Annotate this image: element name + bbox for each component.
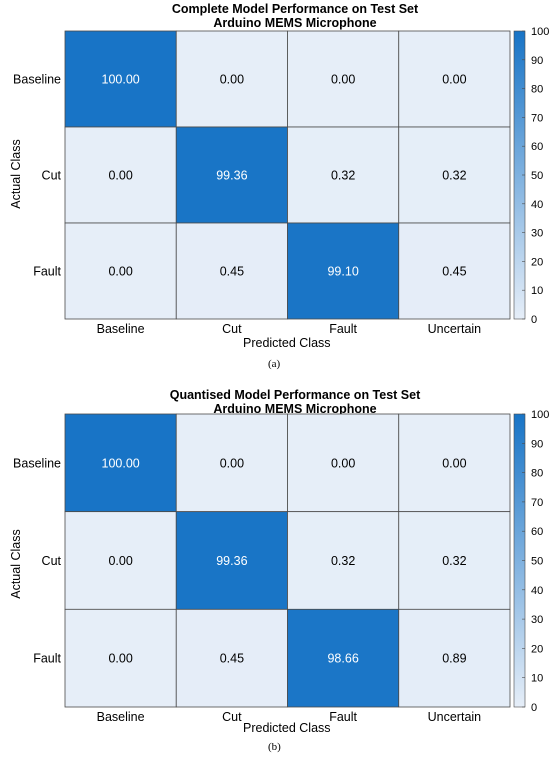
colorbar-tick-label: 0 bbox=[531, 314, 537, 326]
cell-value-label: 0.32 bbox=[331, 554, 355, 568]
x-tick-label: Uncertain bbox=[428, 710, 482, 724]
cell-value-label: 99.36 bbox=[216, 554, 247, 568]
heatmap-cell bbox=[287, 511, 400, 610]
heatmap-cell bbox=[398, 608, 511, 708]
cell-value-label: 99.10 bbox=[327, 265, 358, 279]
y-tick-label: Baseline bbox=[13, 73, 61, 87]
x-tick-label: Fault bbox=[329, 322, 357, 336]
colorbar-tick-label: 40 bbox=[531, 199, 543, 211]
chart-title-line: Quantised Model Performance on Test Set bbox=[169, 388, 421, 402]
x-tick-label: Uncertain bbox=[428, 322, 482, 336]
cell-value-label: 0.45 bbox=[220, 265, 244, 279]
colorbar-tick-label: 70 bbox=[531, 497, 543, 509]
heatmap-cell bbox=[287, 30, 400, 128]
cell-value-label: 98.66 bbox=[327, 652, 358, 666]
chart-subtitle: Arduino MEMS Microphone bbox=[213, 402, 377, 416]
figure-caption: (b) bbox=[268, 741, 281, 753]
figure-caption: (a) bbox=[268, 358, 281, 370]
colorbar-tick-label: 80 bbox=[531, 468, 543, 480]
cell-value-label: 0.00 bbox=[442, 73, 466, 87]
cell-value-label: 0.00 bbox=[220, 456, 244, 470]
cell-value-label: 0.32 bbox=[331, 169, 355, 183]
cell-value-label: 0.45 bbox=[220, 652, 244, 666]
confusion-matrix-panel-a: Complete Model Performance on Test Set A… bbox=[0, 0, 550, 378]
heatmap-grid: 100.00 0.00 0.00 0.00 0.00 99.36 0.32 0.32 0.00 0… bbox=[64, 30, 511, 320]
heatmap-cell bbox=[398, 511, 511, 610]
y-tick-label: Fault bbox=[33, 265, 61, 279]
x-axis-label: Predicted Class bbox=[243, 336, 331, 350]
x-tick-label: Baseline bbox=[97, 710, 145, 724]
heatmap-cell bbox=[175, 413, 288, 513]
heatmap-cell bbox=[64, 30, 177, 128]
heatmap-cell bbox=[64, 222, 177, 320]
colorbar-tick-label: 30 bbox=[531, 228, 543, 240]
cell-value-label: 0.45 bbox=[442, 265, 466, 279]
x-tick-label: Cut bbox=[222, 322, 242, 336]
colorbar-tick-label: 100 bbox=[531, 409, 549, 421]
cell-value-label: 0.00 bbox=[108, 265, 132, 279]
heatmap-cell bbox=[175, 126, 288, 224]
colorbar-tick-label: 30 bbox=[531, 614, 543, 626]
cell-value-label: 0.32 bbox=[442, 169, 466, 183]
cell-value-label: 100.00 bbox=[102, 456, 140, 470]
colorbar-tick-label: 60 bbox=[531, 141, 543, 153]
cell-value-label: 99.36 bbox=[216, 169, 247, 183]
cell-value-label: 0.89 bbox=[442, 652, 466, 666]
colorbar-tick-label: 0 bbox=[531, 702, 537, 714]
heatmap-svg: 100.00 0.00 0.00 0.00 0.00 99.36 0.32 0.32 0.00 0… bbox=[13, 409, 549, 724]
heatmap-cell bbox=[398, 222, 511, 320]
cell-value-label: 0.00 bbox=[108, 652, 132, 666]
y-tick-label: Fault bbox=[33, 652, 61, 666]
heatmap-cell bbox=[287, 608, 400, 708]
cell-value-label: 0.00 bbox=[331, 456, 355, 470]
heatmap-cell bbox=[398, 30, 511, 128]
x-tick-label: Fault bbox=[329, 710, 357, 724]
heatmap-cell bbox=[175, 511, 288, 610]
heatmap-cell bbox=[287, 222, 400, 320]
chart-subtitle: Arduino MEMS Microphone bbox=[213, 16, 377, 30]
cell-value-label: 0.00 bbox=[220, 73, 244, 87]
heatmap-cell bbox=[175, 608, 288, 708]
heatmap-cell bbox=[175, 222, 288, 320]
colorbar-tick-label: 50 bbox=[531, 170, 543, 182]
colorbar-tick-label: 60 bbox=[531, 526, 543, 538]
chart-title: Complete Model Performance on Test Set A… bbox=[0, 2, 550, 30]
colorbar-tick-label: 100 bbox=[531, 26, 549, 38]
cell-value-label: 0.00 bbox=[442, 456, 466, 470]
cell-value-label: 0.00 bbox=[331, 73, 355, 87]
heatmap-cell bbox=[398, 413, 511, 513]
colorbar-tick-label: 80 bbox=[531, 84, 543, 96]
colorbar-tick-label: 10 bbox=[531, 285, 543, 297]
heatmap-svg: 100.00 0.00 0.00 0.00 0.00 99.36 0.32 0.32 0.00 0… bbox=[13, 26, 549, 336]
chart-title-line: Complete Model Performance on Test Set bbox=[171, 2, 419, 16]
x-tick-label: Cut bbox=[222, 710, 242, 724]
confusion-matrix-panel-b: Quantised Model Performance on Test Set … bbox=[0, 385, 550, 759]
cell-value-label: 0.00 bbox=[108, 169, 132, 183]
heatmap-grid: 100.00 0.00 0.00 0.00 0.00 99.36 0.32 0.32 0.00 0… bbox=[64, 413, 511, 708]
cell-value-label: 100.00 bbox=[102, 73, 140, 87]
heatmap-cell bbox=[64, 126, 177, 224]
x-tick-label: Baseline bbox=[97, 322, 145, 336]
colorbar-tick-label: 90 bbox=[531, 438, 543, 450]
colorbar-tick-label: 90 bbox=[531, 55, 543, 67]
colorbar-tick-label: 40 bbox=[531, 585, 543, 597]
cell-value-label: 0.32 bbox=[442, 554, 466, 568]
colorbar-tick-label: 70 bbox=[531, 112, 543, 124]
heatmap-cell bbox=[64, 511, 177, 610]
y-tick-label: Baseline bbox=[13, 456, 61, 470]
y-tick-label: Cut bbox=[42, 554, 62, 568]
chart-title: Quantised Model Performance on Test Set … bbox=[0, 388, 550, 416]
heatmap-cell bbox=[287, 126, 400, 224]
cell-value-label: 0.00 bbox=[108, 554, 132, 568]
y-tick-label: Cut bbox=[42, 169, 62, 183]
colorbar-tick-label: 20 bbox=[531, 643, 543, 655]
colorbar-tick-label: 50 bbox=[531, 556, 543, 568]
heatmap-cell bbox=[64, 413, 177, 513]
x-axis-label: Predicted Class bbox=[243, 721, 331, 735]
colorbar-tick-label: 10 bbox=[531, 673, 543, 685]
colorbar-tick-label: 20 bbox=[531, 256, 543, 268]
